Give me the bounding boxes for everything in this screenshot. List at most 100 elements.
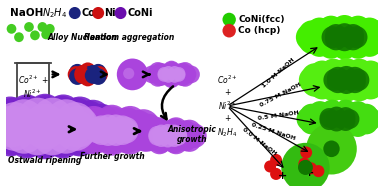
Ellipse shape — [152, 125, 170, 143]
Ellipse shape — [122, 110, 154, 143]
Ellipse shape — [354, 24, 378, 51]
Ellipse shape — [9, 94, 45, 131]
Text: +: + — [278, 171, 287, 181]
Ellipse shape — [104, 122, 128, 146]
Ellipse shape — [301, 63, 328, 90]
Ellipse shape — [321, 113, 345, 137]
Ellipse shape — [81, 107, 113, 140]
Ellipse shape — [333, 73, 360, 100]
Ellipse shape — [345, 64, 372, 91]
Ellipse shape — [39, 100, 74, 136]
Ellipse shape — [117, 114, 150, 147]
Text: Alloy Nucleation: Alloy Nucleation — [47, 33, 117, 42]
Ellipse shape — [13, 119, 49, 155]
Ellipse shape — [0, 119, 31, 155]
Ellipse shape — [27, 118, 63, 154]
Ellipse shape — [90, 68, 106, 85]
Ellipse shape — [149, 126, 166, 144]
Ellipse shape — [23, 104, 67, 149]
Ellipse shape — [308, 101, 332, 125]
Text: $Co^{2+}$ +
$Ni^{2+}$: $Co^{2+}$ + $Ni^{2+}$ — [18, 73, 48, 100]
Ellipse shape — [353, 22, 378, 49]
Ellipse shape — [9, 122, 45, 158]
Ellipse shape — [101, 119, 123, 141]
Ellipse shape — [7, 24, 16, 34]
Ellipse shape — [319, 27, 346, 54]
Ellipse shape — [331, 28, 358, 55]
Ellipse shape — [134, 127, 158, 152]
Ellipse shape — [346, 101, 370, 125]
Ellipse shape — [323, 140, 340, 157]
Ellipse shape — [340, 103, 363, 127]
Ellipse shape — [340, 109, 359, 129]
Ellipse shape — [309, 72, 335, 100]
Ellipse shape — [84, 104, 119, 140]
Ellipse shape — [349, 68, 375, 95]
Ellipse shape — [318, 32, 344, 59]
Ellipse shape — [166, 69, 177, 80]
Ellipse shape — [106, 109, 139, 142]
Text: 1.0 M NaOH: 1.0 M NaOH — [261, 57, 296, 89]
Ellipse shape — [96, 114, 120, 139]
Ellipse shape — [348, 24, 375, 51]
Ellipse shape — [41, 98, 77, 134]
Ellipse shape — [299, 27, 325, 54]
Ellipse shape — [11, 121, 46, 157]
Text: Co: Co — [81, 8, 95, 18]
Ellipse shape — [342, 17, 369, 44]
Ellipse shape — [330, 111, 354, 135]
Ellipse shape — [152, 129, 170, 147]
Ellipse shape — [314, 103, 338, 127]
Text: Random aggregation: Random aggregation — [84, 33, 174, 42]
Ellipse shape — [356, 30, 378, 57]
Text: 0.25 M NaOH: 0.25 M NaOH — [251, 123, 296, 142]
Ellipse shape — [350, 104, 374, 128]
Ellipse shape — [5, 101, 41, 137]
Ellipse shape — [5, 116, 41, 152]
Ellipse shape — [41, 30, 51, 39]
Ellipse shape — [300, 146, 312, 159]
Ellipse shape — [333, 58, 360, 85]
Ellipse shape — [310, 26, 336, 53]
Ellipse shape — [125, 114, 158, 147]
Text: $N_2H_4$: $N_2H_4$ — [42, 6, 67, 20]
Ellipse shape — [27, 95, 63, 131]
Ellipse shape — [318, 104, 341, 128]
Ellipse shape — [0, 106, 32, 147]
Ellipse shape — [223, 24, 236, 38]
Ellipse shape — [172, 69, 186, 82]
Ellipse shape — [304, 104, 328, 128]
Ellipse shape — [315, 20, 341, 47]
Ellipse shape — [64, 118, 97, 151]
Ellipse shape — [353, 71, 378, 98]
Ellipse shape — [11, 96, 46, 132]
Ellipse shape — [0, 105, 27, 142]
Ellipse shape — [14, 32, 24, 42]
Ellipse shape — [347, 25, 373, 52]
Ellipse shape — [77, 121, 110, 154]
Ellipse shape — [96, 119, 128, 152]
Ellipse shape — [164, 117, 188, 142]
Ellipse shape — [155, 63, 172, 81]
Ellipse shape — [41, 119, 77, 155]
Ellipse shape — [0, 104, 12, 141]
Ellipse shape — [331, 29, 358, 56]
Ellipse shape — [349, 65, 375, 92]
Ellipse shape — [183, 124, 207, 148]
Ellipse shape — [96, 123, 128, 156]
Ellipse shape — [178, 124, 202, 148]
Ellipse shape — [334, 100, 358, 124]
Ellipse shape — [115, 119, 138, 143]
Ellipse shape — [81, 120, 113, 153]
Ellipse shape — [104, 114, 128, 139]
Ellipse shape — [309, 105, 333, 129]
Ellipse shape — [111, 121, 135, 145]
Ellipse shape — [149, 118, 173, 143]
Ellipse shape — [304, 21, 331, 48]
Ellipse shape — [143, 65, 161, 83]
Ellipse shape — [127, 118, 160, 151]
Ellipse shape — [114, 111, 147, 144]
Ellipse shape — [147, 65, 164, 83]
Ellipse shape — [317, 70, 344, 97]
Ellipse shape — [281, 143, 330, 186]
